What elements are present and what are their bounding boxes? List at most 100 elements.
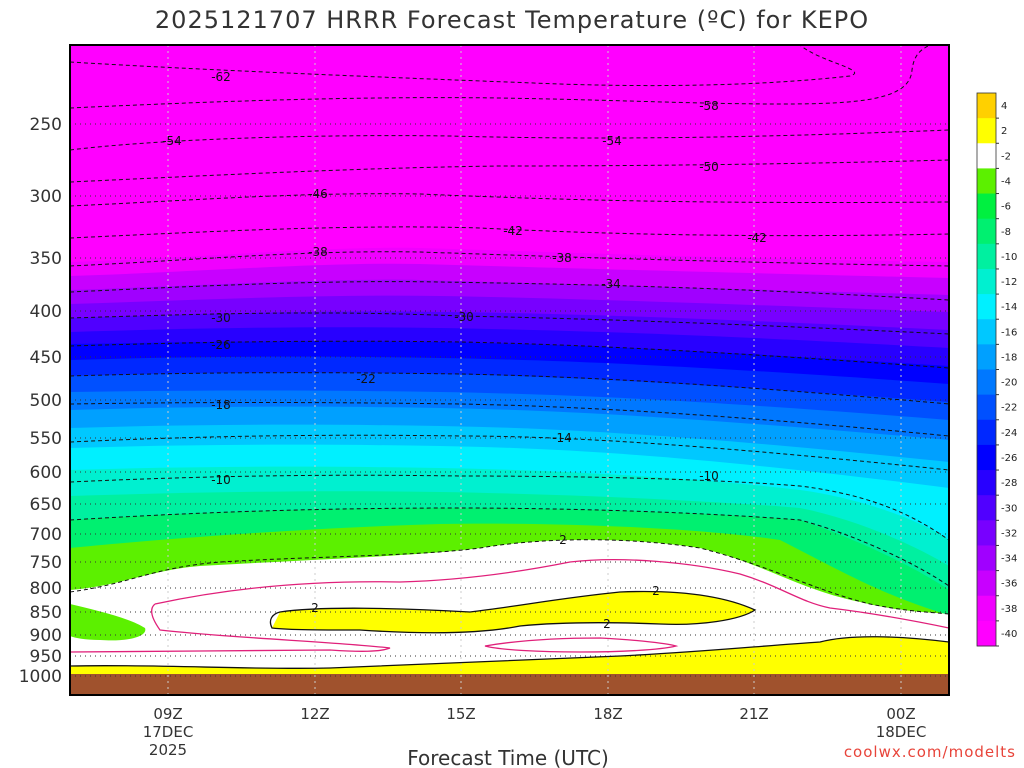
x-tick-year: 2025 bbox=[149, 741, 187, 759]
contour-label: -42 bbox=[747, 231, 767, 245]
y-tick-label: 850 bbox=[30, 603, 62, 623]
colorbar-tick-label: -28 bbox=[1001, 478, 1017, 489]
contour-label: -26 bbox=[211, 338, 231, 352]
credit-link[interactable]: coolwx.com/modelts bbox=[844, 743, 1016, 761]
contour-label: -50 bbox=[699, 160, 719, 174]
colorbar-tick-label: -34 bbox=[1001, 554, 1017, 565]
contour-labels: -62 -58 -54 -54 -50 -46 -42 -42 -38 -38 … bbox=[162, 70, 767, 631]
y-axis: 250 300 350 400 450 500 550 600 650 700 … bbox=[19, 115, 62, 687]
colorbar-swatch bbox=[977, 620, 996, 647]
contour-label: -22 bbox=[356, 372, 376, 386]
x-axis-title: Forecast Time (UTC) bbox=[407, 746, 609, 768]
x-axis: 09Z 17DEC 2025 12Z 15Z 18Z 21Z 00Z 18DEC bbox=[143, 705, 927, 759]
colorbar-swatch bbox=[977, 444, 996, 471]
ground-below-surface bbox=[70, 674, 949, 695]
isotherm-minus38 bbox=[70, 251, 949, 267]
x-tick-label: 15Z bbox=[446, 705, 475, 723]
colorbar-swatch bbox=[977, 419, 996, 446]
plot-frame bbox=[69, 44, 950, 696]
colorbar-swatch bbox=[977, 394, 996, 421]
colorbar-swatch bbox=[977, 118, 996, 144]
contour-label: 2 bbox=[559, 533, 567, 547]
contour-label: -38 bbox=[552, 251, 572, 265]
y-tick-label: 400 bbox=[30, 302, 62, 322]
y-tick-label: 800 bbox=[30, 579, 62, 599]
colorbar-tick-label: -12 bbox=[1001, 277, 1017, 288]
y-tick-label: 550 bbox=[30, 429, 62, 449]
contour-label: -10 bbox=[211, 473, 231, 487]
y-tick-label: 700 bbox=[30, 525, 62, 545]
x-tick-label: 00Z bbox=[886, 705, 915, 723]
colorbar-swatch bbox=[977, 143, 996, 169]
contour-label: -14 bbox=[552, 431, 572, 445]
colorbar-tick-label: -30 bbox=[1001, 503, 1017, 514]
isotherm-minus62 bbox=[70, 45, 855, 87]
isotherm-minus2 bbox=[70, 539, 949, 615]
contour-label: -10 bbox=[699, 469, 719, 483]
colorbar: 4 2 -2 -4 -6 -8 -10 -12 -14 -16 -18 -20 -22 -24 -26 -28… bbox=[976, 92, 1017, 647]
y-tick-label: 650 bbox=[30, 495, 62, 515]
colorbar-swatch bbox=[977, 294, 996, 320]
colorbar-tick-label: -40 bbox=[1001, 629, 1017, 640]
isotherm-minus34 bbox=[70, 281, 949, 301]
y-tick-label: 900 bbox=[30, 626, 62, 646]
x-tick-label: 09Z bbox=[153, 705, 182, 723]
x-tick-label: 12Z bbox=[300, 705, 329, 723]
y-tick-label: 750 bbox=[30, 553, 62, 573]
contour-label: -46 bbox=[308, 187, 328, 201]
colorbar-tick-label: -4 bbox=[1001, 176, 1011, 187]
colorbar-tick-label: -16 bbox=[1001, 327, 1017, 338]
fill-warm-core-1 bbox=[272, 591, 755, 633]
contour-label: -58 bbox=[699, 99, 719, 113]
colorbar-tick-label: 4 bbox=[1001, 101, 1007, 112]
contour-label: 2 bbox=[311, 601, 319, 615]
y-tick-label: 350 bbox=[30, 249, 62, 269]
contour-label: -30 bbox=[454, 310, 474, 324]
colorbar-swatch bbox=[977, 595, 996, 622]
x-tick-date: 17DEC bbox=[143, 723, 194, 741]
colorbar-tick-label: -32 bbox=[1001, 528, 1017, 539]
colorbar-swatch bbox=[977, 218, 996, 245]
isotherm-minus58 bbox=[70, 45, 931, 109]
isotherms-negative bbox=[70, 45, 949, 615]
colorbar-swatch bbox=[977, 470, 996, 496]
isotherm-minus42 bbox=[70, 226, 949, 239]
freezing-line-lower bbox=[70, 603, 391, 653]
colorbar-tick-label: -2 bbox=[1001, 151, 1011, 162]
x-tick-label: 21Z bbox=[739, 705, 768, 723]
contour-label: -42 bbox=[503, 224, 523, 238]
contour-label: -38 bbox=[308, 245, 328, 259]
colorbar-swatch bbox=[977, 520, 996, 546]
isotherm-plus2-upper bbox=[269, 590, 757, 634]
colorbar-swatch bbox=[977, 319, 996, 345]
x-tick-date: 18DEC bbox=[876, 723, 927, 741]
contour-label: -30 bbox=[211, 311, 231, 325]
plot-fills bbox=[70, 45, 949, 695]
colorbar-tick-label: -14 bbox=[1001, 302, 1017, 313]
colorbar-swatch bbox=[977, 344, 996, 370]
colorbar-swatch bbox=[977, 93, 996, 119]
y-tick-label: 1000 bbox=[19, 667, 62, 687]
colorbar-tick-label: -22 bbox=[1001, 403, 1017, 414]
contour-label: -18 bbox=[211, 398, 231, 412]
y-tick-label: 450 bbox=[30, 348, 62, 368]
isotherm-minus6 bbox=[70, 507, 949, 587]
colorbar-tick-label: -36 bbox=[1001, 579, 1017, 590]
freezing-line bbox=[70, 559, 949, 653]
isotherm-minus50 bbox=[70, 159, 949, 183]
y-tick-label: 300 bbox=[30, 187, 62, 207]
contour-label: -34 bbox=[601, 277, 621, 291]
y-tick-label: 500 bbox=[30, 391, 62, 411]
isotherm-minus10 bbox=[70, 474, 949, 541]
colorbar-swatch bbox=[977, 570, 996, 597]
colorbar-swatch bbox=[977, 168, 996, 195]
colorbar-swatch bbox=[977, 268, 996, 295]
colorbar-tick-label: -8 bbox=[1001, 227, 1011, 238]
contour-label: 2 bbox=[652, 584, 660, 598]
colorbar-swatch bbox=[977, 545, 996, 572]
isotherm-plus2-surface bbox=[70, 636, 949, 670]
colorbar-swatch bbox=[977, 193, 996, 220]
contour-label: -54 bbox=[162, 134, 182, 148]
fill-greenblob-lowlevel bbox=[70, 604, 146, 641]
